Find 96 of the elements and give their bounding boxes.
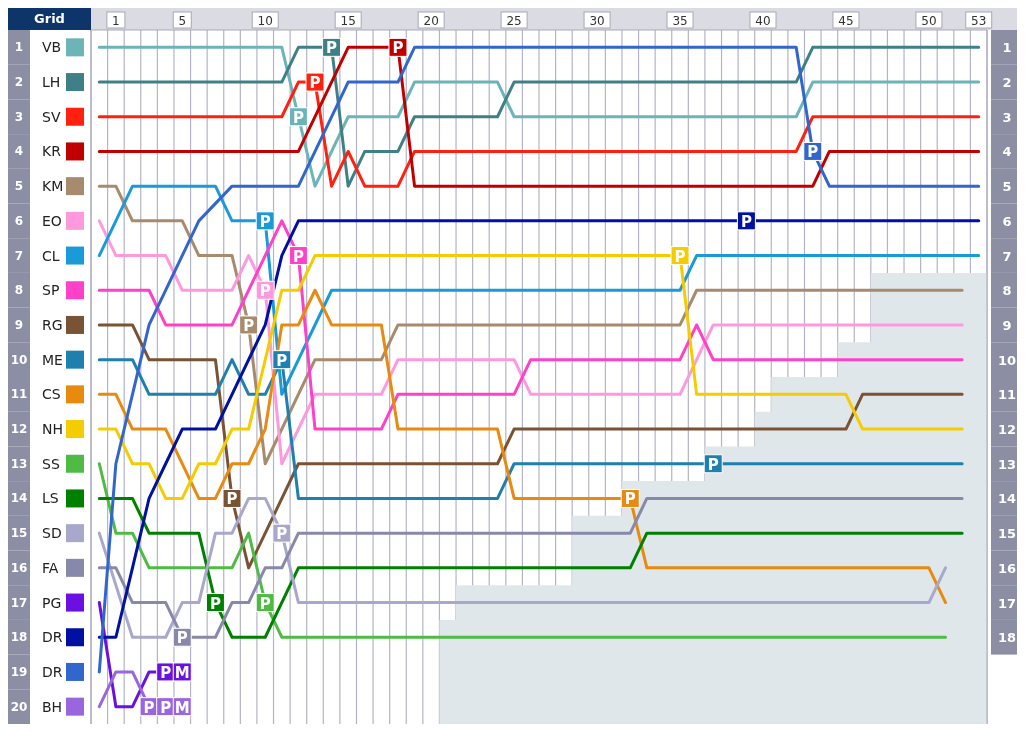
annotation: P	[143, 698, 155, 717]
x-tick-label: 20	[423, 14, 439, 28]
legend-label: EO	[42, 212, 62, 229]
annotation: P	[392, 39, 404, 58]
y2-tick-label: 13	[997, 456, 1017, 472]
y-tick-label: 9	[14, 317, 24, 332]
annotation: P	[740, 212, 752, 231]
legend-label: RG	[42, 316, 63, 333]
annotation: P	[624, 490, 636, 509]
x-tick-label: 5	[178, 14, 187, 28]
x-tick-label: 15	[340, 14, 356, 28]
x-tick-label: 10	[257, 14, 273, 28]
y-tick-label: 1	[14, 40, 24, 55]
y2-tick-label: 14	[997, 491, 1017, 507]
x-tick-label: 53	[971, 14, 987, 28]
annotation: P	[259, 212, 271, 231]
legend-label: NH	[42, 421, 63, 438]
annotation: P	[326, 39, 338, 58]
x-tick-label: 1	[112, 14, 120, 28]
y2-tick-label: 16	[997, 560, 1017, 576]
y2-tick-label: 10	[997, 352, 1017, 368]
y-tick-label: 17	[10, 595, 28, 610]
y2-tick-label: 8	[1002, 283, 1012, 299]
y-tick-label: 19	[10, 664, 28, 679]
legend-label: BH	[42, 698, 63, 715]
legend-label: PG	[42, 594, 62, 611]
legend-label: VB	[42, 39, 62, 56]
y2-tick-label: 18	[997, 630, 1017, 646]
x-tick-label: 30	[589, 14, 605, 28]
y-tick-label: 4	[14, 144, 24, 159]
legend-label: SP	[42, 282, 60, 299]
legend-label: SD	[42, 525, 62, 542]
annotation: P	[176, 629, 188, 648]
y2-tick-label: 15	[997, 526, 1017, 542]
x-tick-label: 50	[921, 14, 937, 28]
line-series	[97, 184, 981, 396]
y2-tick-label: 7	[1002, 248, 1012, 264]
annotation: P	[292, 247, 304, 266]
y2-tick-label: 1	[1002, 40, 1012, 56]
y-tick-label: 10	[10, 352, 28, 367]
y2-tick-label: 17	[997, 595, 1017, 611]
y-tick-label: 12	[10, 422, 28, 437]
y2-tick-label: 11	[997, 387, 1017, 403]
annotation: P	[807, 143, 819, 162]
y2-tick-label: 4	[1002, 144, 1012, 160]
annotation: P	[309, 74, 321, 93]
y-tick-label: 5	[14, 179, 24, 194]
x-tick-label: 25	[506, 14, 522, 28]
x-tick-label: 45	[838, 14, 854, 28]
annotation: P	[160, 698, 172, 717]
annotation: P	[259, 282, 271, 301]
y-tick-label: 20	[10, 699, 28, 714]
y-tick-label: 15	[10, 526, 28, 541]
y-tick-label: 6	[14, 213, 24, 228]
legend-label: DR	[42, 663, 63, 680]
legend-label: CS	[42, 386, 61, 403]
y-tick-label: 8	[14, 283, 24, 298]
legend-label: SS	[42, 455, 60, 472]
y2-tick-label: 5	[1002, 179, 1012, 195]
legend-label: KM	[42, 178, 64, 195]
legend-label: LS	[42, 490, 59, 507]
annotation: P	[226, 490, 238, 509]
y-tick-label: 11	[10, 387, 28, 402]
annotation: P	[160, 663, 172, 682]
annotation: P	[674, 247, 686, 266]
y2-tick-label: 6	[1002, 213, 1012, 229]
annotation: P	[292, 108, 304, 127]
annotation: P	[276, 525, 288, 544]
y-tick-label: 13	[10, 456, 28, 471]
y-tick-label: 16	[10, 560, 28, 575]
y-tick-label: 2	[14, 75, 24, 90]
legend-label: DR	[42, 629, 63, 646]
annotation: P	[259, 594, 271, 613]
legend-title: Grid	[8, 8, 91, 30]
x-tick-label: 40	[755, 14, 771, 28]
x-tick-label: 35	[672, 14, 688, 28]
annotation: P	[243, 316, 255, 335]
legend-label: ME	[42, 351, 63, 368]
legend-label: LH	[42, 74, 61, 91]
annotation: P	[707, 455, 719, 474]
y2-tick-label: 9	[1002, 317, 1012, 333]
y-tick-label: 3	[14, 109, 24, 124]
y2-tick-label: 12	[997, 422, 1017, 438]
legend-label: CL	[42, 247, 60, 264]
y-tick-label: 7	[14, 248, 24, 263]
legend-label: FA	[42, 559, 59, 576]
annotation: P	[209, 594, 221, 613]
legend-label: SV	[42, 108, 61, 125]
annotation: M	[174, 663, 190, 682]
y-tick-label: 18	[10, 630, 28, 645]
y-tick-label: 14	[10, 491, 28, 506]
annotation: M	[174, 698, 190, 717]
y2-tick-label: 2	[1002, 75, 1012, 91]
y2-tick-label: 3	[1002, 109, 1012, 125]
legend-label: KR	[42, 143, 62, 160]
annotation: P	[276, 351, 288, 370]
